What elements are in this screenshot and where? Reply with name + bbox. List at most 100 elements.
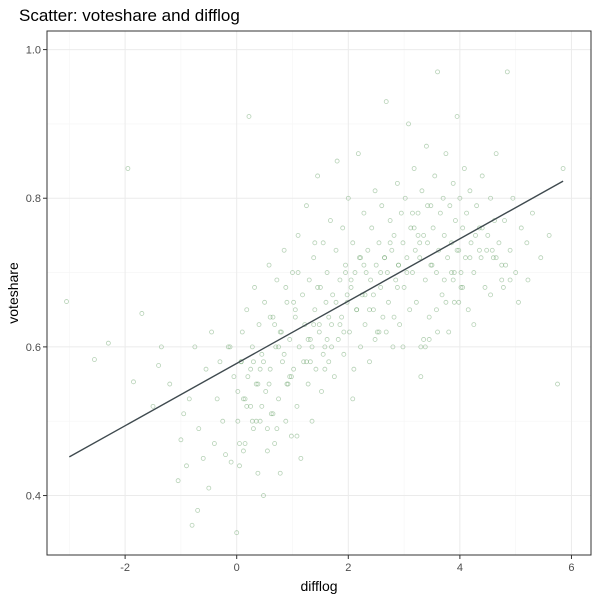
data-point <box>362 292 368 298</box>
data-point <box>280 359 285 365</box>
data-point <box>283 418 289 424</box>
data-point <box>435 329 440 335</box>
data-point <box>396 262 401 268</box>
data-point <box>324 337 330 342</box>
data-point <box>278 329 284 335</box>
data-point <box>300 292 305 298</box>
data-point <box>261 359 266 365</box>
data-point <box>437 210 443 216</box>
data-point <box>288 374 294 380</box>
data-point <box>252 285 257 290</box>
data-point <box>267 314 273 320</box>
data-point <box>274 426 280 432</box>
plot-panel-border <box>46 30 592 556</box>
data-point <box>186 396 192 402</box>
data-point <box>287 337 293 342</box>
y-tick-label: 0.6 <box>26 342 41 354</box>
data-point <box>493 255 499 261</box>
data-point <box>382 255 387 261</box>
data-point <box>228 459 234 465</box>
data-point <box>447 203 453 209</box>
data-point <box>496 240 502 246</box>
data-point <box>441 232 447 238</box>
data-point <box>259 403 265 409</box>
data-point <box>417 255 423 261</box>
data-point <box>372 337 378 342</box>
data-point <box>281 351 287 357</box>
data-point <box>503 262 509 268</box>
data-point <box>374 329 380 335</box>
data-point <box>139 311 145 316</box>
fit-line <box>68 180 564 458</box>
data-point <box>255 470 261 476</box>
data-point <box>538 255 544 261</box>
data-point <box>64 299 69 304</box>
data-point <box>330 292 336 298</box>
data-point <box>485 232 491 238</box>
data-point <box>266 381 272 387</box>
data-point <box>404 270 410 275</box>
data-point <box>131 379 136 385</box>
data-point <box>294 433 300 439</box>
data-point <box>305 337 311 342</box>
data-point <box>402 195 408 201</box>
data-point <box>341 329 347 335</box>
data-point <box>292 314 298 320</box>
data-point <box>335 337 341 342</box>
data-point <box>454 247 460 253</box>
data-point <box>449 270 454 275</box>
data-point <box>418 344 424 350</box>
data-point <box>499 262 505 268</box>
data-point <box>352 270 358 275</box>
data-point <box>367 359 372 365</box>
data-point <box>125 166 131 171</box>
data-point <box>257 366 263 372</box>
data-point <box>450 277 456 283</box>
x-tick-label: 4 <box>457 562 463 574</box>
x-tick-label: -2 <box>120 562 130 574</box>
data-point <box>248 403 254 409</box>
data-point <box>507 247 513 253</box>
data-point <box>245 374 251 380</box>
data-point <box>105 340 111 346</box>
data-point <box>240 396 246 402</box>
data-point <box>322 366 328 372</box>
data-point <box>235 389 241 394</box>
data-point <box>284 299 290 305</box>
data-point <box>357 255 362 261</box>
data-point <box>493 151 499 157</box>
data-point <box>422 277 428 283</box>
data-point <box>158 344 164 350</box>
data-point <box>206 485 212 491</box>
data-point <box>525 277 531 283</box>
data-point <box>464 210 469 216</box>
data-point <box>277 470 283 476</box>
data-point <box>234 530 240 536</box>
data-point <box>387 240 393 246</box>
data-point <box>391 232 397 238</box>
data-point <box>530 210 535 216</box>
data-point <box>358 344 363 350</box>
data-point <box>156 363 161 368</box>
data-point <box>407 307 413 313</box>
data-point <box>378 285 384 290</box>
data-point <box>468 240 474 246</box>
data-point <box>426 314 432 320</box>
data-point <box>270 411 276 417</box>
data-point <box>450 180 456 186</box>
data-point <box>313 366 319 372</box>
data-point <box>340 225 346 231</box>
data-point <box>249 344 255 350</box>
data-point <box>382 255 387 261</box>
data-point <box>415 232 421 238</box>
data-point <box>203 366 209 372</box>
data-point <box>369 225 375 231</box>
data-point <box>394 285 400 290</box>
data-point <box>400 240 406 246</box>
data-point <box>296 344 302 350</box>
data-point <box>285 381 291 387</box>
data-point <box>329 322 334 327</box>
data-point <box>411 166 417 171</box>
data-point <box>309 418 315 424</box>
data-point <box>456 247 462 253</box>
